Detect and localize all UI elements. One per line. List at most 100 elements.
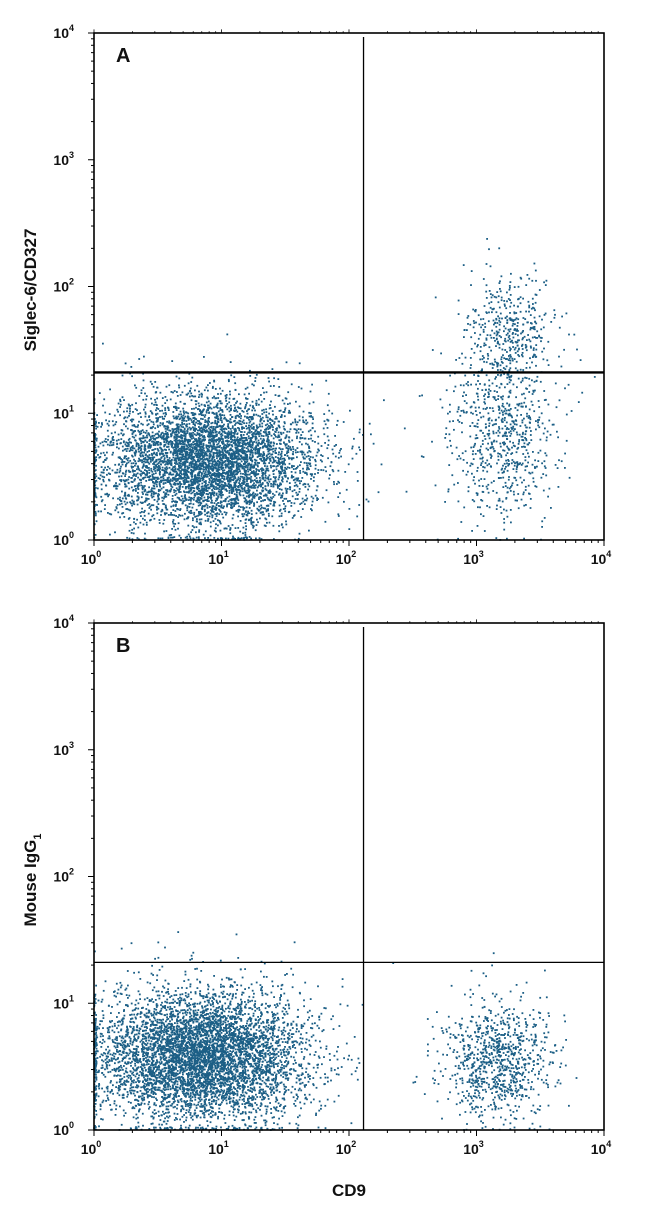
event-dot-pop1 (268, 474, 271, 477)
event-dot-pop1 (187, 480, 189, 483)
event-dot-pop1 (246, 442, 249, 445)
event-dot-pop1 (247, 485, 250, 488)
event-dot-pop1 (195, 515, 198, 518)
event-dot-pop1 (284, 459, 286, 461)
event-dot-pop1 (180, 537, 182, 539)
event-dot-pop1 (98, 456, 101, 459)
event-dot-pop1 (277, 434, 280, 437)
event-dot-pop1 (168, 420, 171, 423)
event-dot-pop1 (246, 492, 249, 494)
event-dot-pop1 (307, 438, 310, 440)
event-dot-pop1 (176, 508, 178, 510)
event-dot-pop1 (171, 428, 174, 430)
event-dot-pop1 (270, 434, 273, 437)
event-dot-pop1 (183, 481, 185, 484)
event-dot-pop1 (111, 453, 114, 456)
event-dot-pop1 (144, 403, 147, 406)
event-dot-pop1 (155, 492, 157, 495)
event-dot-pop1 (225, 488, 227, 491)
event-dot-pop1 (168, 480, 171, 483)
event-dot-pop1 (219, 392, 222, 395)
event-dot-pop1 (311, 427, 314, 430)
event-dot-pop1 (170, 462, 173, 464)
event-dot-pop1 (197, 490, 200, 492)
event-dot-pop1 (214, 478, 216, 481)
event-dot-pop1 (293, 502, 296, 505)
event-dot-pop1 (190, 412, 193, 414)
event-dot-pop1 (193, 464, 196, 467)
event-dot-pop1 (195, 491, 198, 494)
event-dot-pop1 (147, 432, 150, 435)
event-dot-pop1 (184, 466, 186, 469)
event-dot-pop1 (271, 420, 274, 422)
event-dot-pop1 (239, 520, 242, 522)
event-dot-pop1 (172, 477, 175, 480)
event-dot-pop1 (140, 392, 143, 394)
event-dot-pop1 (212, 467, 215, 469)
event-dot-pop1 (304, 486, 307, 488)
event-dot-pop1 (122, 461, 124, 463)
event-dot-pop1 (283, 469, 286, 472)
event-dot-pop1 (251, 524, 254, 527)
event-dot-pop1 (148, 462, 151, 465)
event-dot-pop1 (209, 485, 212, 487)
event-dot-pop1 (108, 467, 111, 470)
event-dot-pop1 (312, 497, 315, 500)
event-dot-pop1 (327, 439, 330, 442)
event-dot-pop1 (173, 428, 175, 431)
event-dot-pop1 (240, 465, 243, 468)
event-dot-pop1 (206, 421, 209, 424)
event-dot-pop1 (306, 466, 309, 469)
event-dot-pop1 (204, 405, 206, 407)
event-dot-pop1 (211, 429, 214, 432)
event-dot-pop1 (237, 406, 239, 409)
event-dot-pop1 (192, 421, 195, 423)
event-dot-pop1 (124, 448, 127, 450)
event-dot-pop1 (246, 458, 249, 461)
event-dot-pop1 (203, 424, 206, 426)
event-dot-pop1 (179, 460, 182, 463)
event-dot-pop1 (201, 450, 203, 452)
event-dot-pop1 (184, 494, 186, 496)
event-dot-pop1 (152, 423, 155, 426)
event-dot-pop1 (246, 454, 248, 457)
event-dot-pop1 (210, 449, 213, 452)
event-dot-pop1 (163, 512, 166, 514)
event-dot-pop1 (286, 430, 289, 433)
event-dot-pop1 (237, 511, 240, 513)
event-dot-pop1 (227, 457, 230, 460)
event-dot-pop1 (219, 413, 222, 416)
event-dot-pop1 (302, 467, 304, 470)
event-dot-pop1 (212, 447, 215, 450)
event-dot-pop1 (283, 441, 285, 444)
event-dot-pop1 (182, 441, 184, 444)
event-dot-pop1 (212, 487, 215, 490)
event-dot-pop1 (191, 525, 194, 527)
event-dot-pop1 (271, 368, 274, 370)
event-dot-pop1 (196, 467, 198, 470)
event-dot-pop1 (254, 463, 257, 466)
event-dot-pop1 (192, 470, 195, 473)
event-dot-pop1 (178, 469, 181, 472)
event-dot-pop1 (106, 451, 108, 454)
event-dot-pop1 (254, 451, 257, 454)
event-dot-pop1 (254, 446, 257, 449)
event-dot-pop1 (148, 486, 150, 489)
event-dot-pop1 (290, 502, 293, 504)
event-dot-pop1 (137, 429, 140, 432)
event-dot-pop1 (201, 457, 203, 460)
event-dot-pop1 (243, 451, 245, 454)
event-dot-pop1 (163, 458, 166, 461)
event-dot-pop1 (134, 425, 137, 428)
event-dot-pop1 (178, 442, 181, 445)
event-dot-pop1 (213, 380, 216, 383)
event-dot-pop1 (220, 428, 223, 431)
event-dot-pop1 (295, 491, 298, 494)
event-dot-pop1 (254, 472, 257, 475)
event-dot-pop1 (138, 431, 141, 433)
event-dot-pop1 (234, 473, 237, 476)
event-dot-pop1 (123, 399, 125, 401)
event-dot-pop1 (216, 497, 219, 500)
event-dot-pop1 (260, 418, 263, 421)
event-dot-pop1 (284, 443, 287, 446)
